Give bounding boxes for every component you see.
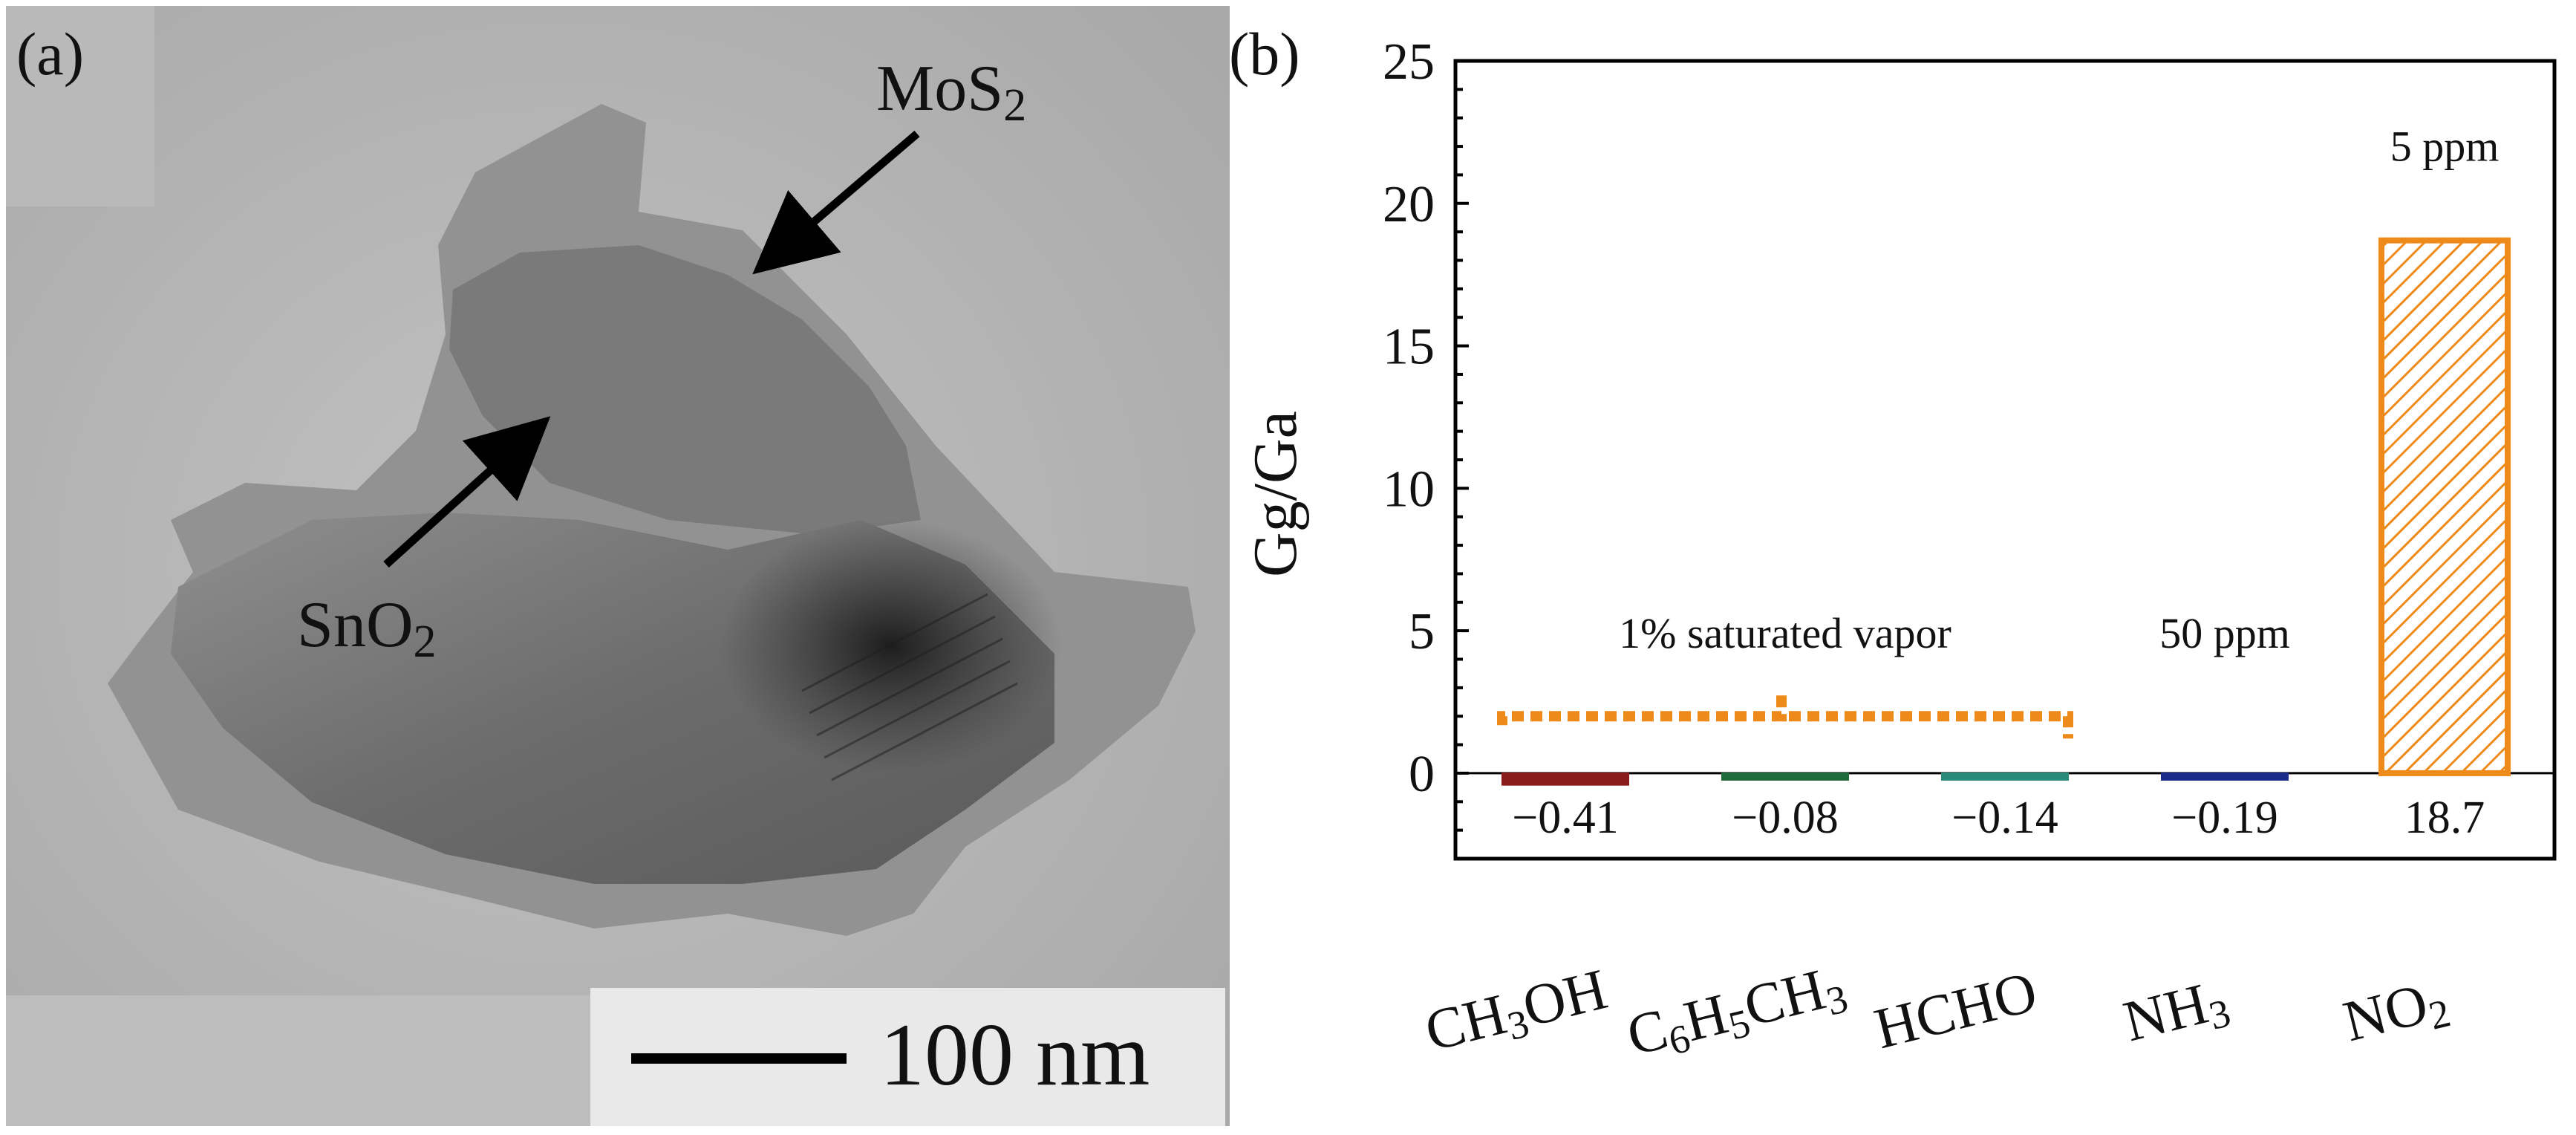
category-label-no2: NO2: [2337, 966, 2454, 1058]
value-labels: −0.41 −0.08 −0.14 −0.19 18.7: [1512, 793, 2485, 843]
y-tick-label: 25: [1383, 33, 1435, 91]
value-label: −0.14: [1951, 793, 2058, 843]
category-labels: CH3OH C6H5CH3 HCHO NH3 NO2: [1419, 952, 2455, 1073]
panel-b-label: (b): [1229, 20, 1300, 88]
bar-c6h5ch3: [1721, 772, 1849, 781]
category-label-hcho: HCHO: [1868, 958, 2043, 1061]
category-label-ch3oh: CH3OH: [1419, 956, 1614, 1068]
saturated-vapor-bracket: [1497, 695, 2073, 739]
y-tick-label: 10: [1383, 461, 1435, 518]
saturated-vapor-annotation: 1% saturated vapor: [1619, 609, 1951, 657]
nh3-concentration-annotation: 50 ppm: [2159, 609, 2290, 657]
dark-crystalline-region: [720, 520, 1062, 773]
y-axis-title: Gg/Ga: [1241, 411, 1310, 577]
panel-a-label: (a): [16, 20, 84, 88]
value-label: −0.19: [2171, 793, 2277, 843]
no2-concentration-annotation: 5 ppm: [2390, 122, 2500, 170]
panel-a: (a) MoS2 SnO2 100 nm: [6, 6, 1230, 1126]
value-label: −0.41: [1512, 793, 1618, 843]
category-label-nh3: NH3: [2117, 966, 2234, 1058]
value-label: 18.7: [2404, 793, 2485, 843]
value-label: −0.08: [1732, 793, 1838, 843]
bars: [1501, 237, 2511, 786]
scale-bar-text: 100 nm: [880, 1005, 1150, 1104]
lattice-fringes: [801, 593, 1018, 781]
y-axis-tick-labels: 0 5 10 15 20 25: [1383, 33, 1435, 803]
y-tick-label: 15: [1383, 319, 1435, 376]
bar-no2: [2378, 237, 2511, 776]
mos2-arrow: [752, 130, 920, 275]
sno2-arrow: [383, 416, 551, 568]
sno2-upper-particle: [449, 245, 921, 535]
y-axis-ticks: [1455, 59, 1469, 860]
category-label-c6h5ch3: C6H5CH3: [1621, 952, 1853, 1073]
mos2-annotation: MoS2: [876, 53, 1026, 131]
bar-hcho: [1941, 772, 2069, 781]
tem-tile-bottom-left: [6, 995, 593, 1126]
panel-b: (b) Gg/Ga 0 5 10 15 20 25 −0.41 −0.08 −0.14 −0.1…: [1229, 20, 2557, 1073]
y-tick-label: 20: [1383, 176, 1435, 233]
bar-ch3oh: [1501, 772, 1629, 786]
y-tick-label: 0: [1409, 746, 1435, 803]
tem-tile-top-left: [6, 6, 154, 206]
bar-nh3: [2161, 772, 2289, 781]
sno2-annotation: SnO2: [297, 589, 437, 667]
y-tick-label: 5: [1409, 603, 1435, 660]
plot-frame: [1453, 59, 2557, 861]
